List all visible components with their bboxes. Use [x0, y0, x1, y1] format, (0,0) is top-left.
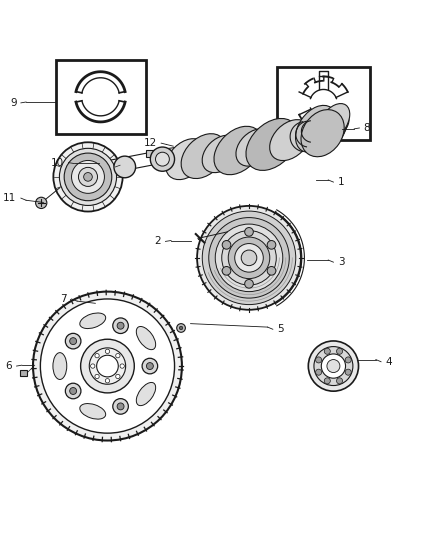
Circle shape: [116, 353, 120, 358]
Circle shape: [197, 206, 301, 310]
Circle shape: [308, 341, 359, 391]
Circle shape: [245, 279, 253, 288]
Circle shape: [113, 318, 128, 334]
Circle shape: [35, 197, 47, 208]
Circle shape: [60, 148, 117, 205]
Circle shape: [64, 153, 112, 201]
Circle shape: [215, 224, 283, 292]
Text: 12: 12: [144, 138, 157, 148]
Circle shape: [117, 322, 124, 329]
Ellipse shape: [202, 135, 240, 173]
Circle shape: [267, 266, 276, 275]
Text: 6: 6: [6, 361, 12, 371]
Circle shape: [336, 378, 343, 384]
Circle shape: [78, 167, 98, 187]
Circle shape: [142, 358, 158, 374]
Circle shape: [235, 244, 263, 272]
Circle shape: [97, 355, 118, 377]
Circle shape: [267, 240, 276, 249]
Circle shape: [105, 378, 110, 383]
Circle shape: [91, 364, 95, 368]
Circle shape: [95, 374, 99, 378]
Circle shape: [345, 357, 351, 363]
Circle shape: [70, 387, 77, 394]
Circle shape: [228, 237, 270, 279]
Circle shape: [117, 403, 124, 410]
Ellipse shape: [310, 110, 346, 149]
Text: 2: 2: [155, 237, 161, 246]
Circle shape: [84, 173, 92, 181]
Ellipse shape: [80, 403, 106, 419]
Circle shape: [71, 160, 104, 193]
Ellipse shape: [181, 134, 226, 179]
Circle shape: [150, 147, 175, 171]
Circle shape: [209, 217, 289, 298]
Circle shape: [324, 378, 330, 384]
Text: 11: 11: [4, 193, 17, 203]
Circle shape: [316, 357, 321, 363]
Text: 3: 3: [338, 257, 344, 267]
Circle shape: [314, 346, 353, 385]
Circle shape: [345, 369, 351, 375]
Bar: [20, 369, 28, 376]
Ellipse shape: [136, 383, 155, 406]
Circle shape: [95, 353, 99, 358]
Bar: [56, 60, 146, 134]
Text: 7: 7: [60, 294, 67, 304]
Text: 5: 5: [277, 324, 284, 334]
Circle shape: [53, 142, 123, 212]
Ellipse shape: [246, 118, 298, 171]
Bar: [145, 150, 156, 157]
Circle shape: [336, 348, 343, 354]
Circle shape: [316, 369, 321, 375]
Circle shape: [222, 231, 276, 285]
Ellipse shape: [236, 129, 273, 166]
Circle shape: [179, 326, 183, 330]
Circle shape: [146, 362, 153, 369]
Ellipse shape: [214, 126, 262, 175]
Ellipse shape: [136, 327, 155, 350]
Text: 9: 9: [10, 98, 17, 108]
Ellipse shape: [270, 119, 311, 160]
Ellipse shape: [80, 313, 106, 328]
Circle shape: [120, 364, 124, 368]
Text: 8: 8: [364, 123, 371, 133]
Circle shape: [321, 354, 346, 378]
Circle shape: [222, 240, 231, 249]
Ellipse shape: [166, 139, 207, 180]
Circle shape: [33, 292, 182, 440]
Circle shape: [327, 360, 340, 373]
Circle shape: [40, 299, 175, 433]
Text: 10: 10: [51, 158, 64, 167]
Text: 4: 4: [385, 357, 392, 367]
Ellipse shape: [327, 111, 349, 134]
Circle shape: [113, 399, 128, 414]
Circle shape: [202, 211, 296, 304]
Circle shape: [70, 338, 77, 345]
Polygon shape: [160, 142, 307, 168]
Circle shape: [155, 152, 170, 166]
Ellipse shape: [53, 353, 67, 379]
Ellipse shape: [317, 103, 350, 142]
Circle shape: [324, 348, 330, 354]
Polygon shape: [160, 128, 307, 158]
Ellipse shape: [301, 110, 344, 157]
Circle shape: [245, 228, 253, 236]
Circle shape: [116, 374, 120, 378]
Circle shape: [241, 250, 257, 265]
Circle shape: [222, 266, 231, 275]
Bar: [277, 67, 370, 140]
Circle shape: [177, 324, 185, 332]
Ellipse shape: [296, 106, 337, 152]
Circle shape: [105, 349, 110, 353]
Circle shape: [65, 333, 81, 349]
Circle shape: [114, 156, 136, 178]
Circle shape: [89, 348, 126, 384]
Text: 1: 1: [338, 177, 344, 187]
Circle shape: [81, 339, 134, 393]
Ellipse shape: [318, 110, 347, 142]
Circle shape: [65, 383, 81, 399]
